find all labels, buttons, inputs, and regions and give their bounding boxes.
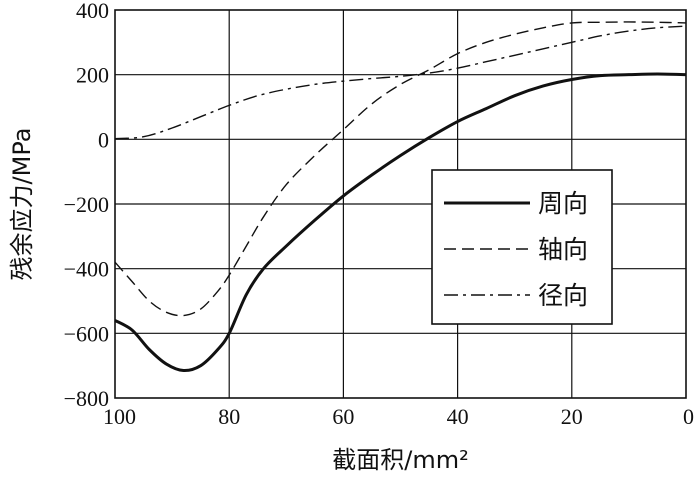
- grid: [115, 10, 686, 398]
- y-tick-label: −400: [64, 257, 109, 282]
- series-line-radial: [114, 25, 687, 140]
- series-line-hoop: [114, 72, 687, 373]
- y-tick-label: 0: [98, 127, 109, 152]
- series-line-axial: [114, 21, 687, 317]
- curves: [114, 21, 687, 373]
- x-tick-label: 40: [447, 404, 469, 429]
- legend-label-axial: 轴向: [538, 235, 588, 264]
- x-tick-label: 80: [218, 404, 240, 429]
- y-axis-label: 残余应力/MPa: [8, 128, 36, 281]
- x-tick-label: 0: [683, 404, 694, 429]
- y-tick-label: −200: [64, 192, 109, 217]
- y-tick-labels: 400 200 0 −200 −400 −600 −800: [64, 0, 109, 411]
- y-tick-label: 400: [76, 0, 109, 23]
- y-tick-label: −800: [64, 386, 109, 411]
- x-axis-label: 截面积/mm²: [332, 446, 468, 474]
- legend-label-hoop: 周向: [538, 189, 588, 218]
- legend-label-radial: 径向: [538, 281, 588, 310]
- x-tick-label: 20: [561, 404, 583, 429]
- x-tick-label: 100: [103, 404, 136, 429]
- x-tick-labels: 100 80 60 40 20 0: [103, 404, 694, 429]
- legend-box: [431, 169, 613, 325]
- y-tick-label: 200: [76, 63, 109, 88]
- y-tick-label: −600: [64, 321, 109, 346]
- plot-frame: [114, 9, 687, 399]
- x-tick-label: 60: [332, 404, 354, 429]
